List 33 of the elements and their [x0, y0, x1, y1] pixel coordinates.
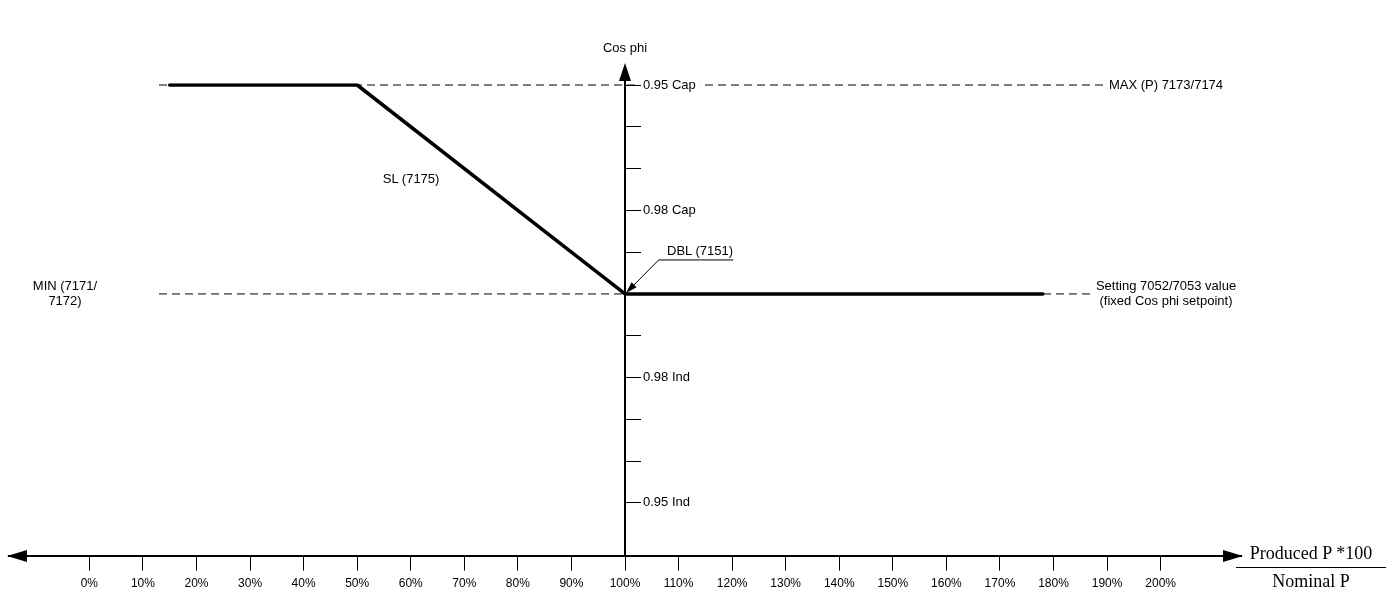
x-tick-label: 50%: [345, 576, 370, 591]
annotation: 0.98 Cap: [643, 201, 696, 217]
x-tick-label: 0%: [80, 576, 99, 591]
annotation: MIN (7171/ 7172): [32, 278, 98, 309]
x-tick-label: 200%: [1145, 576, 1177, 591]
annotation: SL (7175): [382, 171, 440, 187]
x-tick-label: 120%: [716, 576, 748, 591]
x-axis-title: Produced P *100: [1236, 543, 1386, 568]
y-axis-title: Cos phi: [602, 40, 648, 56]
x-tick-label: 10%: [130, 576, 156, 591]
x-tick-label: 80%: [505, 576, 531, 591]
x-tick-label: 170%: [984, 576, 1016, 591]
x-tick-label: 100%: [609, 576, 641, 591]
x-tick-label: 20%: [184, 576, 209, 591]
annotation: 0.98 Ind: [643, 369, 690, 385]
x-tick-label: 110%: [663, 576, 694, 591]
x-tick-label: 130%: [770, 576, 802, 591]
x-tick-label: 180%: [1038, 576, 1070, 591]
ref-line-label: MAX (P) 7173/7174: [1108, 76, 1224, 92]
ref-line-label: Setting 7052/7053 value (fixed Cos phi setpoint): [1095, 278, 1237, 309]
x-tick-label: 190%: [1091, 576, 1123, 591]
x-tick-label: 140%: [823, 576, 855, 591]
x-tick-label: 160%: [931, 576, 963, 591]
text: Nominal P: [1271, 570, 1351, 592]
x-tick-label: 90%: [559, 576, 584, 591]
annotation: DBL (7151): [667, 242, 733, 258]
x-tick-label: 60%: [398, 576, 424, 591]
x-tick-label: 150%: [877, 576, 909, 591]
x-tick-label: 70%: [452, 576, 477, 591]
annotation: 0.95 Cap: [643, 76, 696, 92]
x-tick-label: 30%: [238, 576, 263, 591]
annotation: 0.95 Ind: [643, 494, 690, 510]
x-tick-label: 40%: [291, 576, 316, 591]
